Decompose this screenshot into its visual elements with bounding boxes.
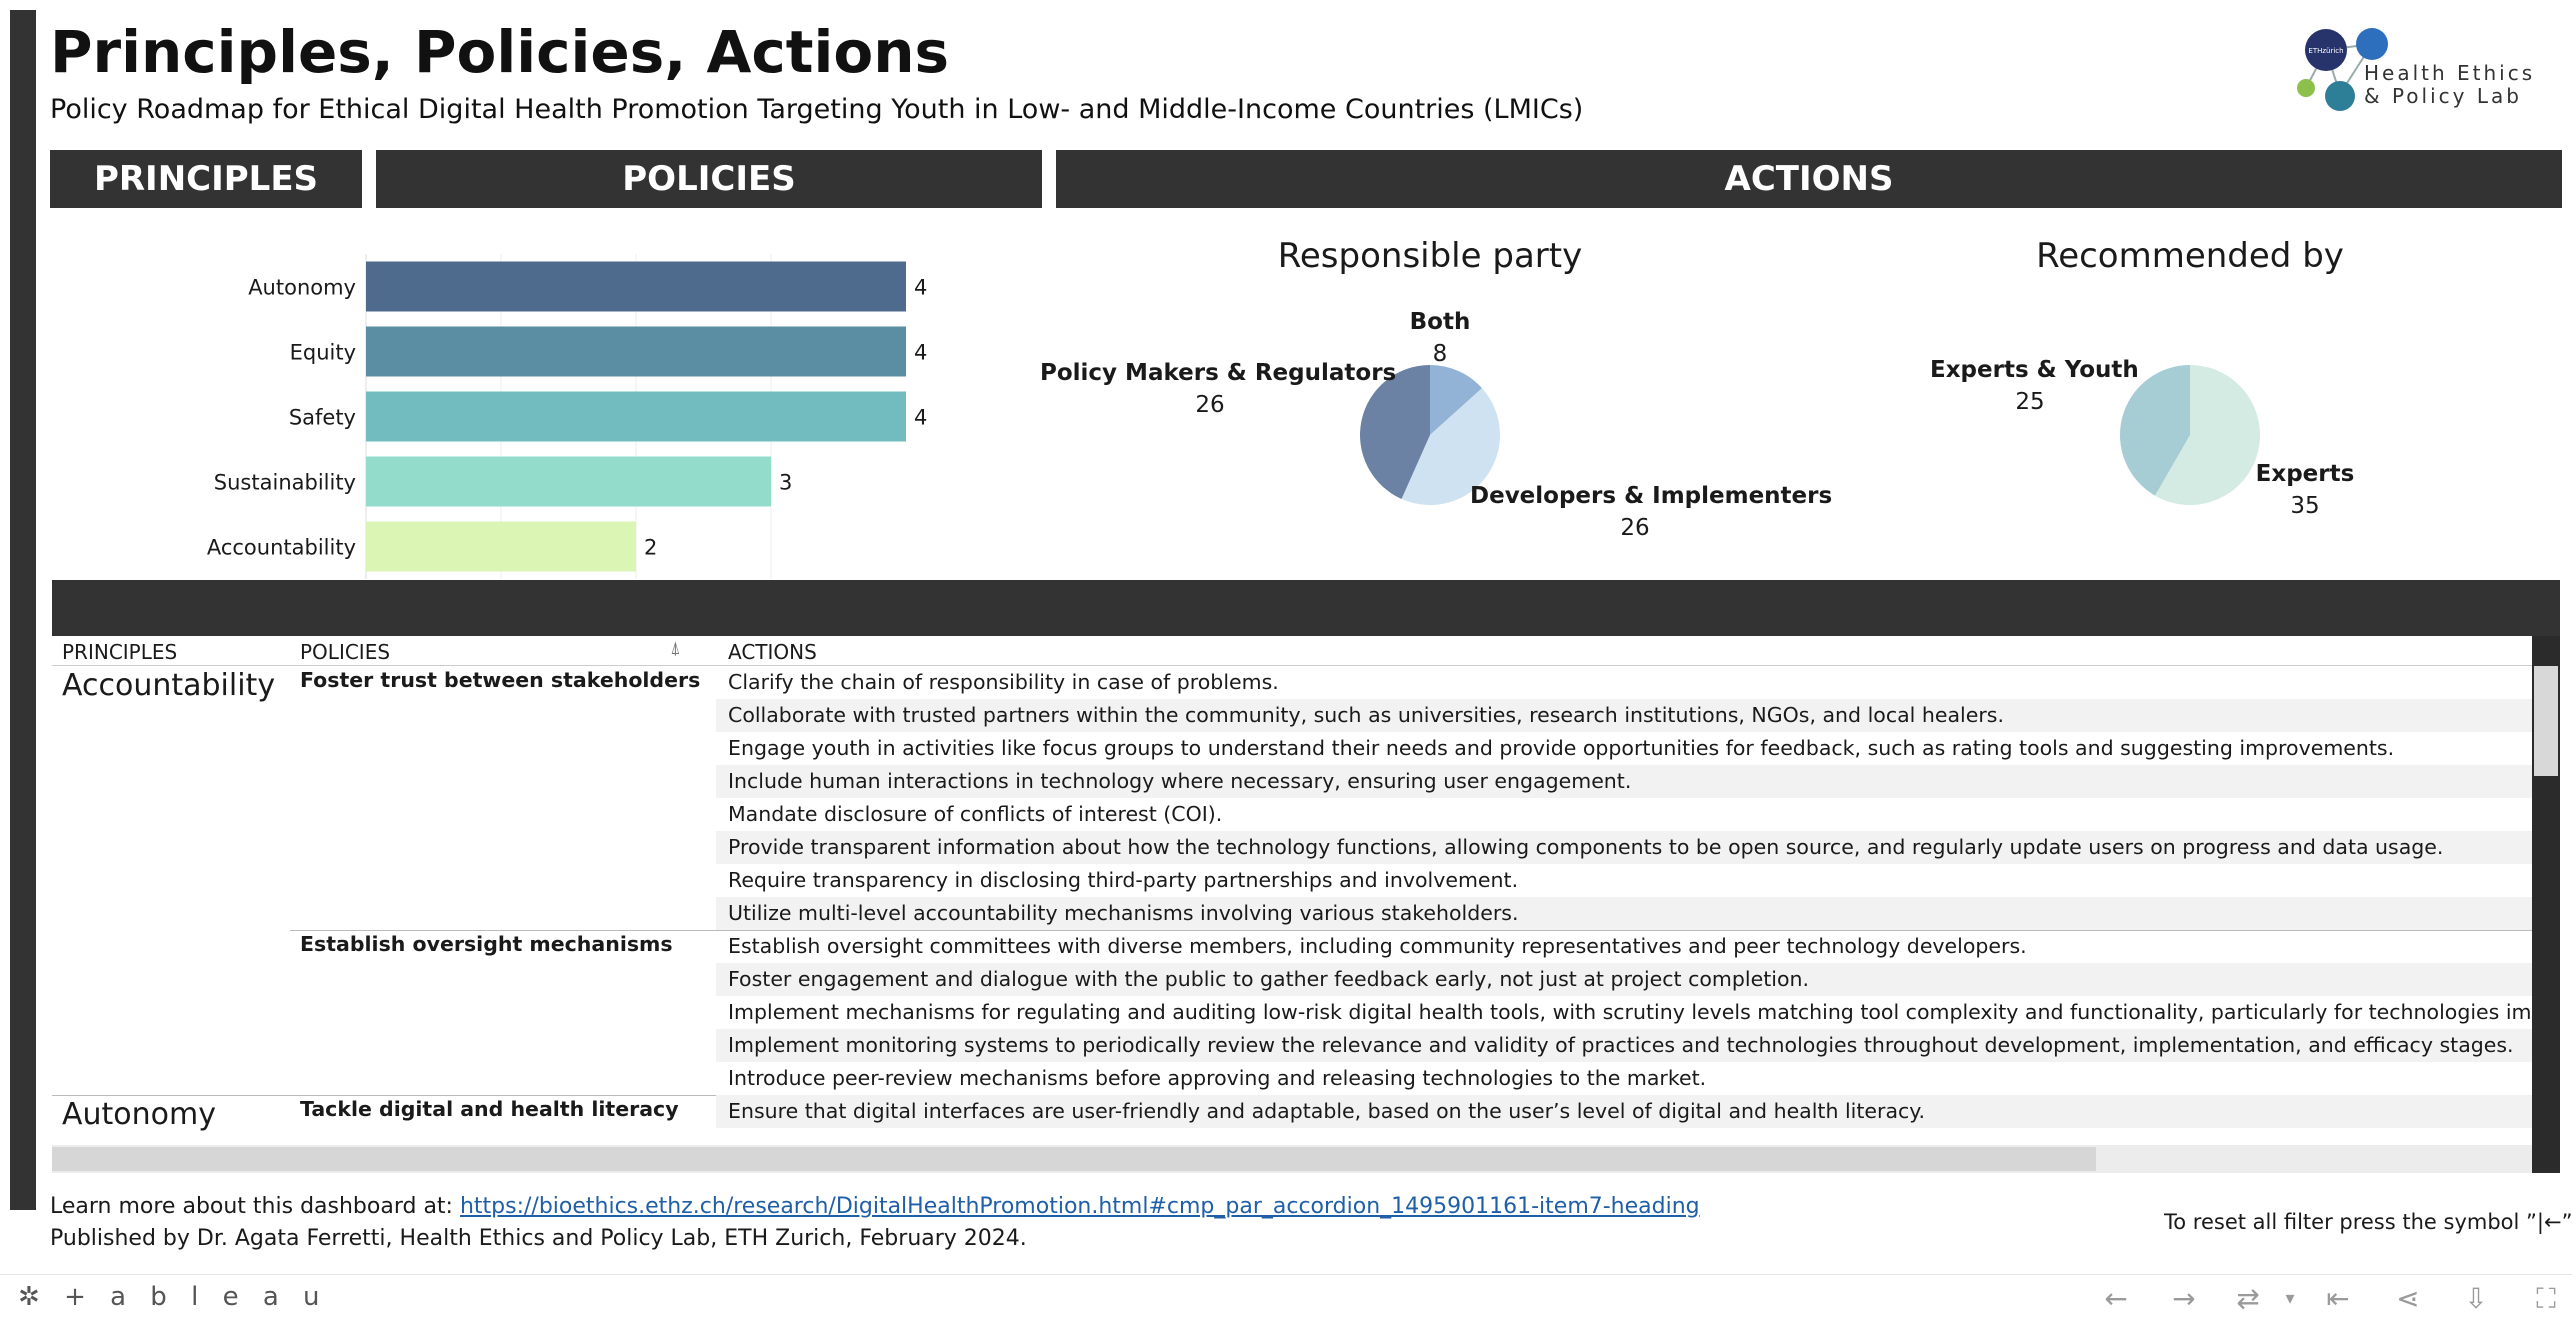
- action-row[interactable]: Implement mechanisms for regulating and …: [728, 1000, 2532, 1024]
- recommended-by-title: Recommended by: [2036, 236, 2344, 276]
- action-row[interactable]: Utilize multi-level accountability mecha…: [716, 897, 2532, 930]
- pie-label-experts: Experts 35: [2255, 461, 2355, 519]
- tableau-toolbar: [0, 1274, 2572, 1324]
- published-text: Published by Dr. Agata Ferretti, Health …: [50, 1226, 1027, 1251]
- bar-category-label: Sustainability: [214, 471, 356, 495]
- pie-label-both: Both 8: [1409, 309, 1471, 367]
- page-title: Principles, Policies, Actions: [50, 18, 950, 86]
- responsible-party-title: Responsible party: [1277, 236, 1583, 276]
- learn-more-text: Learn more about this dashboard at: http…: [50, 1194, 1700, 1219]
- horizontal-scroll-thumb[interactable]: [52, 1147, 2096, 1171]
- bar-value-label: 4: [914, 406, 927, 430]
- action-row[interactable]: Implement monitoring systems to periodic…: [716, 1029, 2532, 1062]
- pie-label-policy-makers: Policy Makers & Regulators 26: [1040, 360, 1397, 418]
- action-row[interactable]: Mandate disclosure of conflicts of inter…: [728, 802, 1223, 826]
- bar-autonomy[interactable]: [366, 261, 906, 312]
- action-row[interactable]: Ensure that digital interfaces are user-…: [716, 1095, 2532, 1128]
- action-row[interactable]: Foster engagement and dialogue with the …: [716, 963, 2532, 996]
- actions-table[interactable]: PRINCIPLES POLICIES ⍋ ACTIONS Accountabi…: [52, 636, 2532, 1145]
- col-policies[interactable]: POLICIES: [300, 640, 391, 664]
- pie-label-experts-youth: Experts & Youth 25: [1930, 357, 2139, 415]
- action-row[interactable]: Clarify the chain of responsibility in c…: [728, 670, 1279, 694]
- recommended-by-slice-experts-youth[interactable]: [2120, 365, 2190, 496]
- fullscreen-icon[interactable]: ⛶: [2536, 1282, 2556, 1315]
- policy-cell[interactable]: Foster trust between stakeholders: [300, 668, 701, 692]
- bar-value-label: 2: [644, 536, 657, 560]
- sort-icon[interactable]: ⍋: [670, 638, 681, 659]
- left-accent-bar: [10, 10, 36, 1210]
- principle-cell[interactable]: Autonomy: [62, 1097, 216, 1132]
- page-subtitle: Policy Roadmap for Ethical Digital Healt…: [50, 94, 1584, 125]
- policy-separator: [290, 930, 2532, 931]
- table-column-headers: PRINCIPLES POLICIES ⍋ ACTIONS: [52, 636, 2532, 666]
- bar-category-label: Accountability: [207, 536, 356, 560]
- actions-header: ACTIONS: [1056, 150, 2562, 208]
- undo-icon[interactable]: ←: [2104, 1282, 2128, 1315]
- action-row[interactable]: Collaborate with trusted partners within…: [716, 699, 2532, 732]
- svg-text:ETHzürich: ETHzürich: [2308, 47, 2343, 55]
- table-header-band: [52, 580, 2560, 636]
- redo-icon[interactable]: →: [2172, 1282, 2196, 1315]
- bar-category-label: Equity: [290, 341, 356, 365]
- bar-safety[interactable]: [366, 391, 906, 442]
- action-row[interactable]: Include human interactions in technology…: [716, 765, 2532, 798]
- action-row[interactable]: Establish oversight committees with dive…: [728, 934, 2027, 958]
- action-row[interactable]: Require transparency in disclosing third…: [728, 868, 1519, 892]
- col-actions[interactable]: ACTIONS: [728, 640, 817, 664]
- bar-category-label: Autonomy: [248, 276, 356, 300]
- principle-cell[interactable]: Accountability: [62, 668, 276, 703]
- tableau-mark-icon: ✲: [18, 1282, 48, 1312]
- revert-icon[interactable]: ⇄: [2236, 1282, 2260, 1315]
- eth-lab-logo: ETHzürich: [2297, 28, 2388, 111]
- dashboard-link[interactable]: https://bioethics.ethz.ch/research/Digit…: [459, 1194, 1700, 1219]
- col-principles[interactable]: PRINCIPLES: [62, 640, 178, 664]
- policies-header: POLICIES: [376, 150, 1042, 208]
- reset-icon[interactable]: ⇤: [2326, 1282, 2350, 1315]
- pie-label-developers: Developers & Implementers 26: [1470, 483, 1833, 541]
- bar-sustainability[interactable]: [366, 456, 771, 507]
- policy-cell[interactable]: Tackle digital and health literacy: [300, 1097, 679, 1121]
- tableau-logo[interactable]: ✲ + a b l e a u: [18, 1282, 328, 1312]
- bar-value-label: 4: [914, 276, 927, 300]
- policy-cell[interactable]: Establish oversight mechanisms: [300, 932, 673, 956]
- action-row[interactable]: Engage youth in activities like focus gr…: [728, 736, 2395, 760]
- action-row[interactable]: Introduce peer-review mechanisms before …: [728, 1066, 1707, 1090]
- lab-name: Health Ethics & Policy Lab: [2364, 61, 2536, 108]
- revert-dropdown-icon[interactable]: ▾: [2285, 1288, 2295, 1309]
- bar-equity[interactable]: [366, 326, 906, 377]
- principles-header: PRINCIPLES: [50, 150, 362, 208]
- vertical-scroll-thumb[interactable]: [2534, 666, 2558, 776]
- responsible-party-slice-both[interactable]: [1430, 365, 1483, 435]
- bar-category-label: Safety: [289, 406, 356, 430]
- share-icon[interactable]: ⋖: [2396, 1282, 2420, 1315]
- download-icon[interactable]: ⇩: [2464, 1282, 2488, 1315]
- bar-accountability[interactable]: [366, 521, 636, 572]
- bar-value-label: 4: [914, 341, 927, 365]
- bar-value-label: 3: [779, 471, 792, 495]
- action-row[interactable]: Provide transparent information about ho…: [716, 831, 2532, 864]
- reset-filter-hint: To reset all filter press the symbol ”|←…: [2164, 1210, 2572, 1234]
